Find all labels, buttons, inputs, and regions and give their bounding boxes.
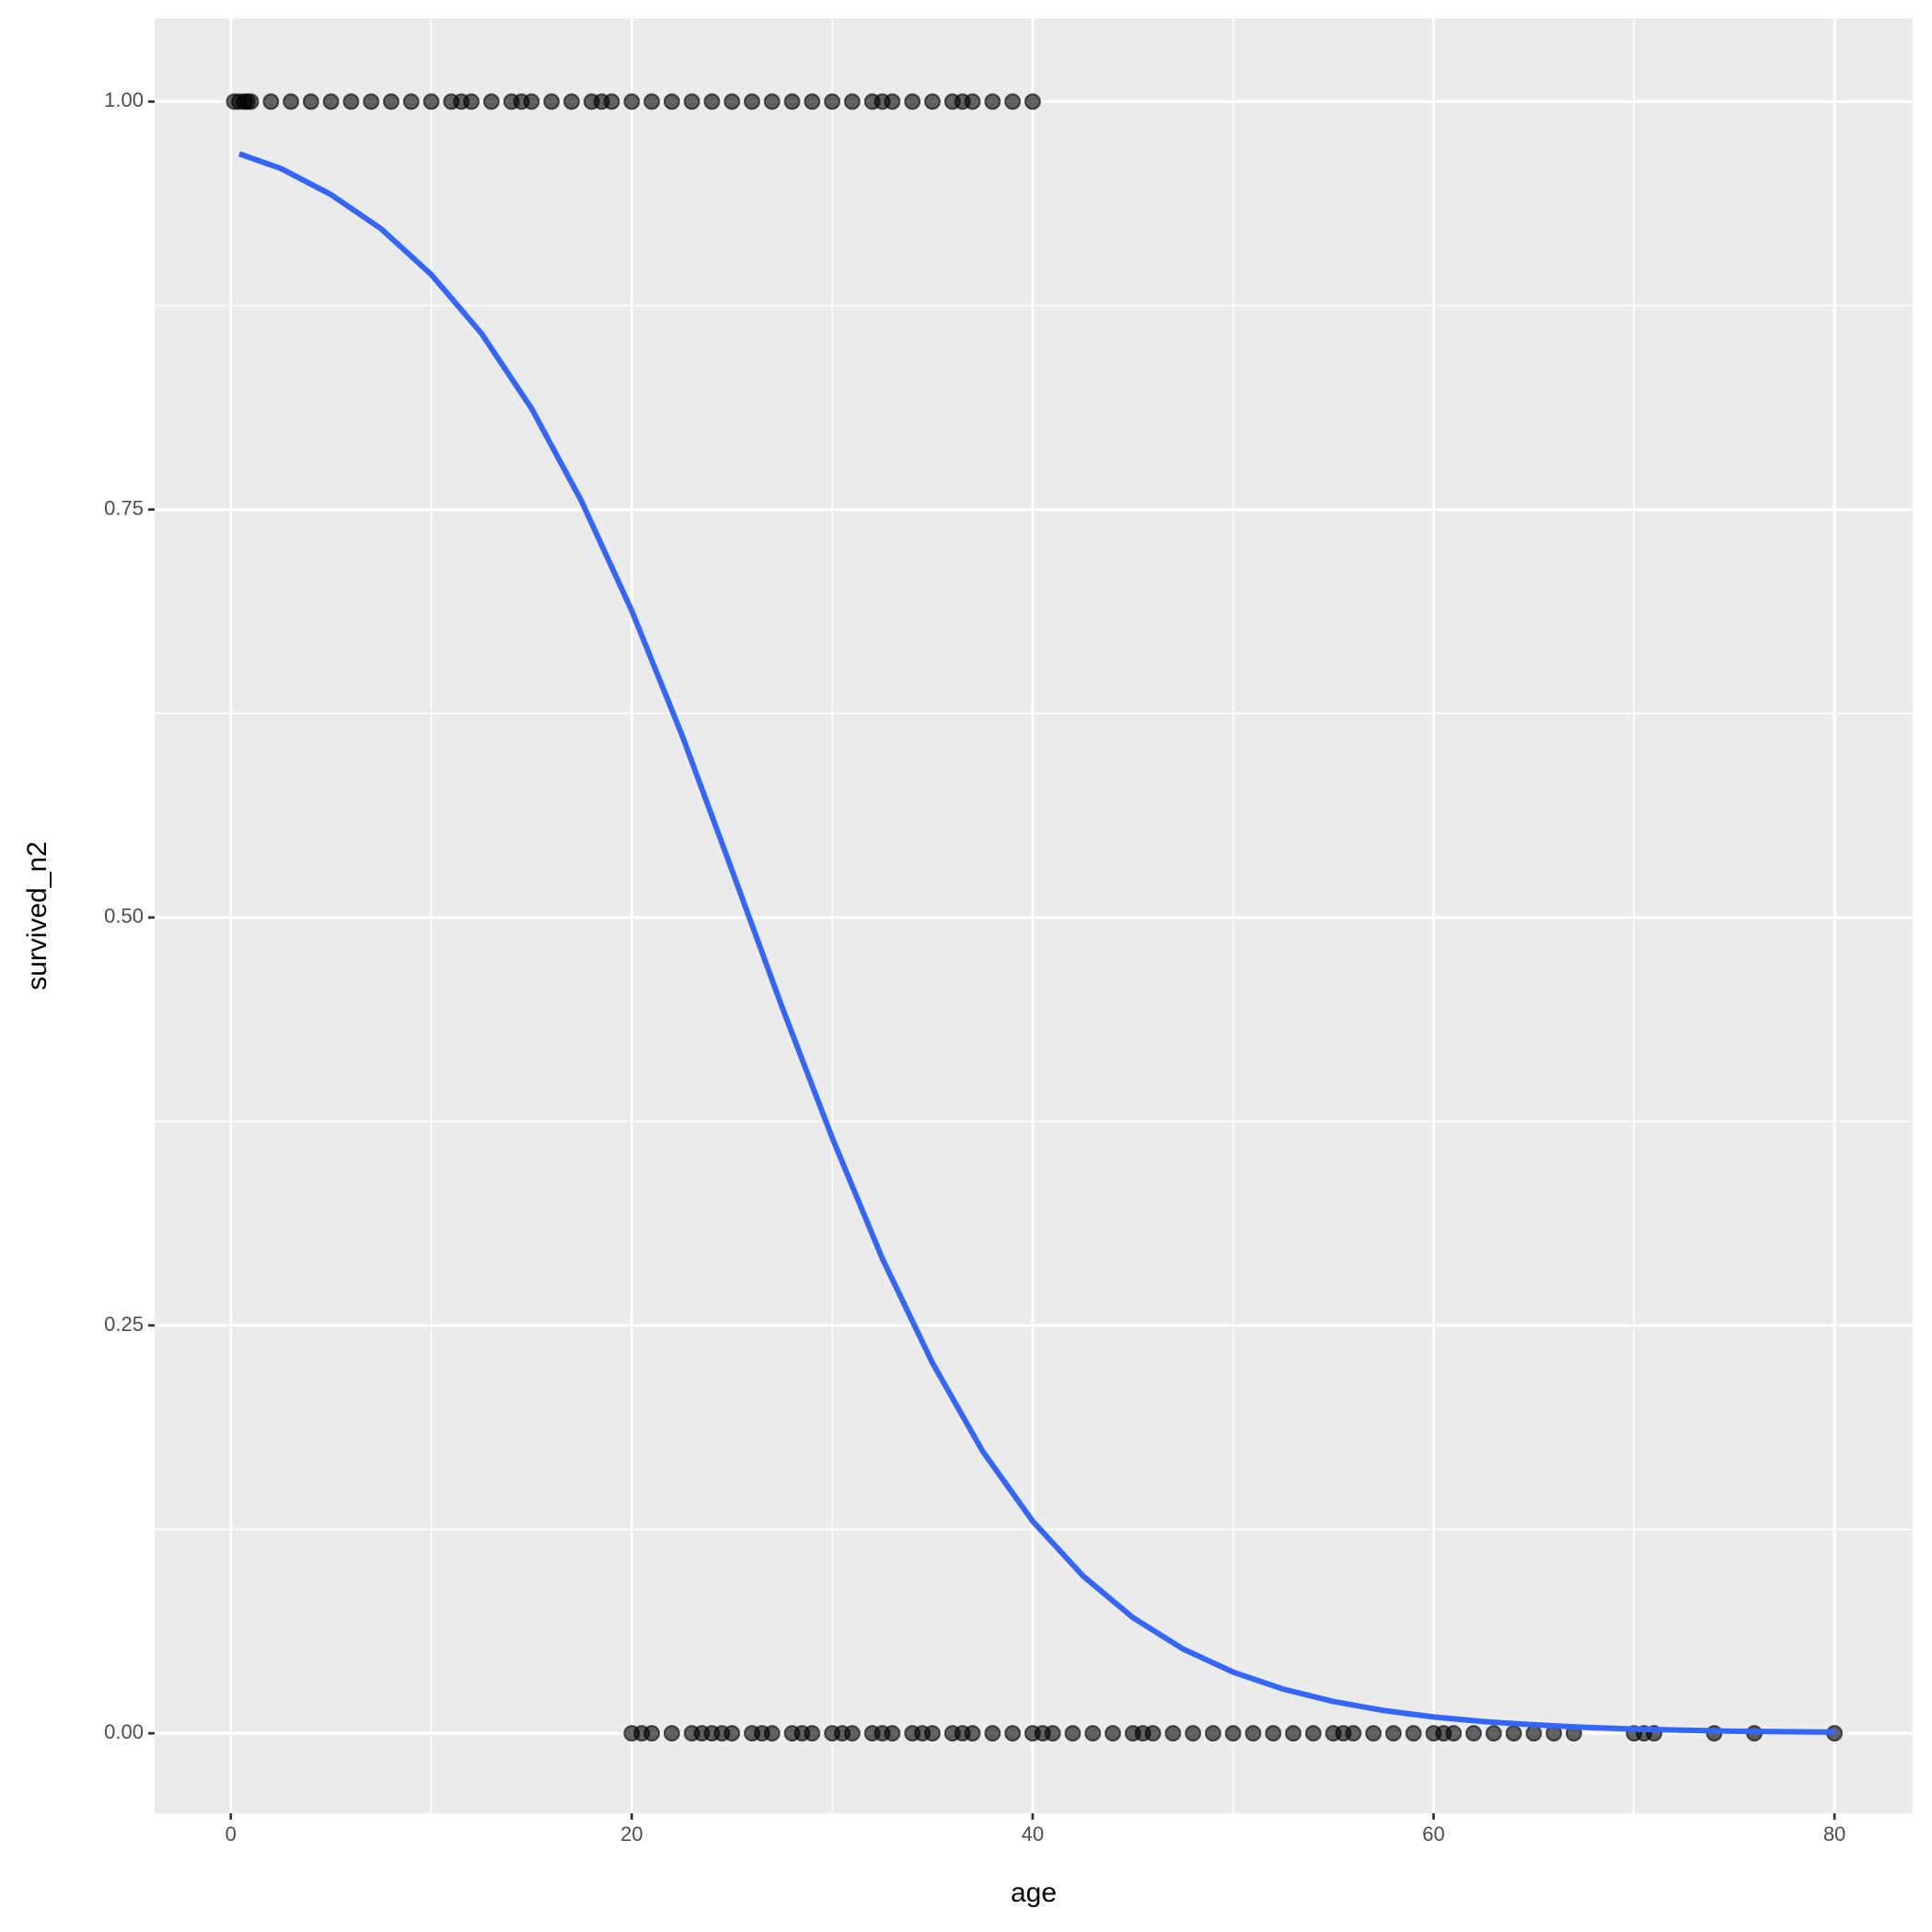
point	[1265, 1725, 1282, 1742]
point	[482, 93, 500, 110]
x-tick-label: 20	[620, 1822, 642, 1845]
point	[683, 93, 700, 110]
point	[964, 93, 981, 110]
point	[824, 93, 841, 110]
point	[363, 93, 380, 110]
point	[804, 1725, 821, 1742]
point	[1465, 1725, 1483, 1742]
point	[603, 93, 620, 110]
x-tick-label: 80	[1823, 1822, 1845, 1845]
point	[623, 93, 641, 110]
x-tick-label: 60	[1422, 1822, 1444, 1845]
point	[1505, 1725, 1522, 1742]
point	[884, 93, 901, 110]
point	[1405, 1725, 1422, 1742]
point	[1525, 1725, 1543, 1742]
point	[342, 93, 360, 110]
point	[1365, 1725, 1382, 1742]
point	[984, 1725, 1001, 1742]
point	[643, 93, 661, 110]
point	[562, 93, 580, 110]
point	[402, 93, 420, 110]
point	[1204, 1725, 1221, 1742]
point	[262, 93, 280, 110]
y-tick-label: 0.00	[104, 1720, 144, 1743]
point	[1345, 1725, 1362, 1742]
y-axis-title: survived_n2	[22, 841, 52, 990]
point	[744, 93, 761, 110]
y-tick-label: 0.25	[104, 1313, 144, 1336]
point	[703, 93, 721, 110]
marks	[226, 93, 1844, 1742]
point	[763, 93, 781, 110]
point	[843, 93, 861, 110]
point	[322, 93, 340, 110]
x-tick-label: 0	[226, 1822, 237, 1845]
point	[1445, 1725, 1463, 1742]
point	[1044, 1725, 1061, 1742]
point	[804, 93, 821, 110]
point	[1485, 1725, 1502, 1742]
point	[283, 93, 300, 110]
y-tick-label: 0.75	[104, 496, 144, 519]
point	[1224, 1725, 1242, 1742]
point	[1084, 1725, 1102, 1742]
y-tick-label: 0.50	[104, 905, 144, 928]
point	[382, 93, 399, 110]
y-tick-label: 1.00	[104, 88, 144, 111]
point	[302, 93, 319, 110]
point	[1164, 1725, 1182, 1742]
point	[984, 93, 1001, 110]
point	[242, 93, 260, 110]
point	[643, 1725, 661, 1742]
fit-line	[237, 151, 1835, 1735]
point	[924, 93, 942, 110]
point	[663, 1725, 680, 1742]
point	[1384, 1725, 1402, 1742]
point	[924, 1725, 942, 1742]
point	[1185, 1725, 1202, 1742]
point	[463, 93, 480, 110]
point	[1004, 1725, 1022, 1742]
point	[1105, 1725, 1122, 1742]
point	[663, 93, 680, 110]
point	[783, 93, 801, 110]
point	[1004, 93, 1022, 110]
point	[843, 1725, 861, 1742]
point	[1244, 1725, 1262, 1742]
x-axis-title: age	[1011, 1878, 1057, 1908]
point	[904, 93, 921, 110]
point	[1304, 1725, 1322, 1742]
point	[543, 93, 561, 110]
point	[723, 93, 741, 110]
point	[1285, 1725, 1302, 1742]
point	[884, 1725, 901, 1742]
point	[1144, 1725, 1162, 1742]
point	[964, 1725, 981, 1742]
point	[763, 1725, 781, 1742]
point	[523, 93, 540, 110]
point	[723, 1725, 741, 1742]
point	[422, 93, 440, 110]
point	[1024, 93, 1041, 110]
x-tick-label: 40	[1022, 1822, 1044, 1845]
point	[1064, 1725, 1082, 1742]
